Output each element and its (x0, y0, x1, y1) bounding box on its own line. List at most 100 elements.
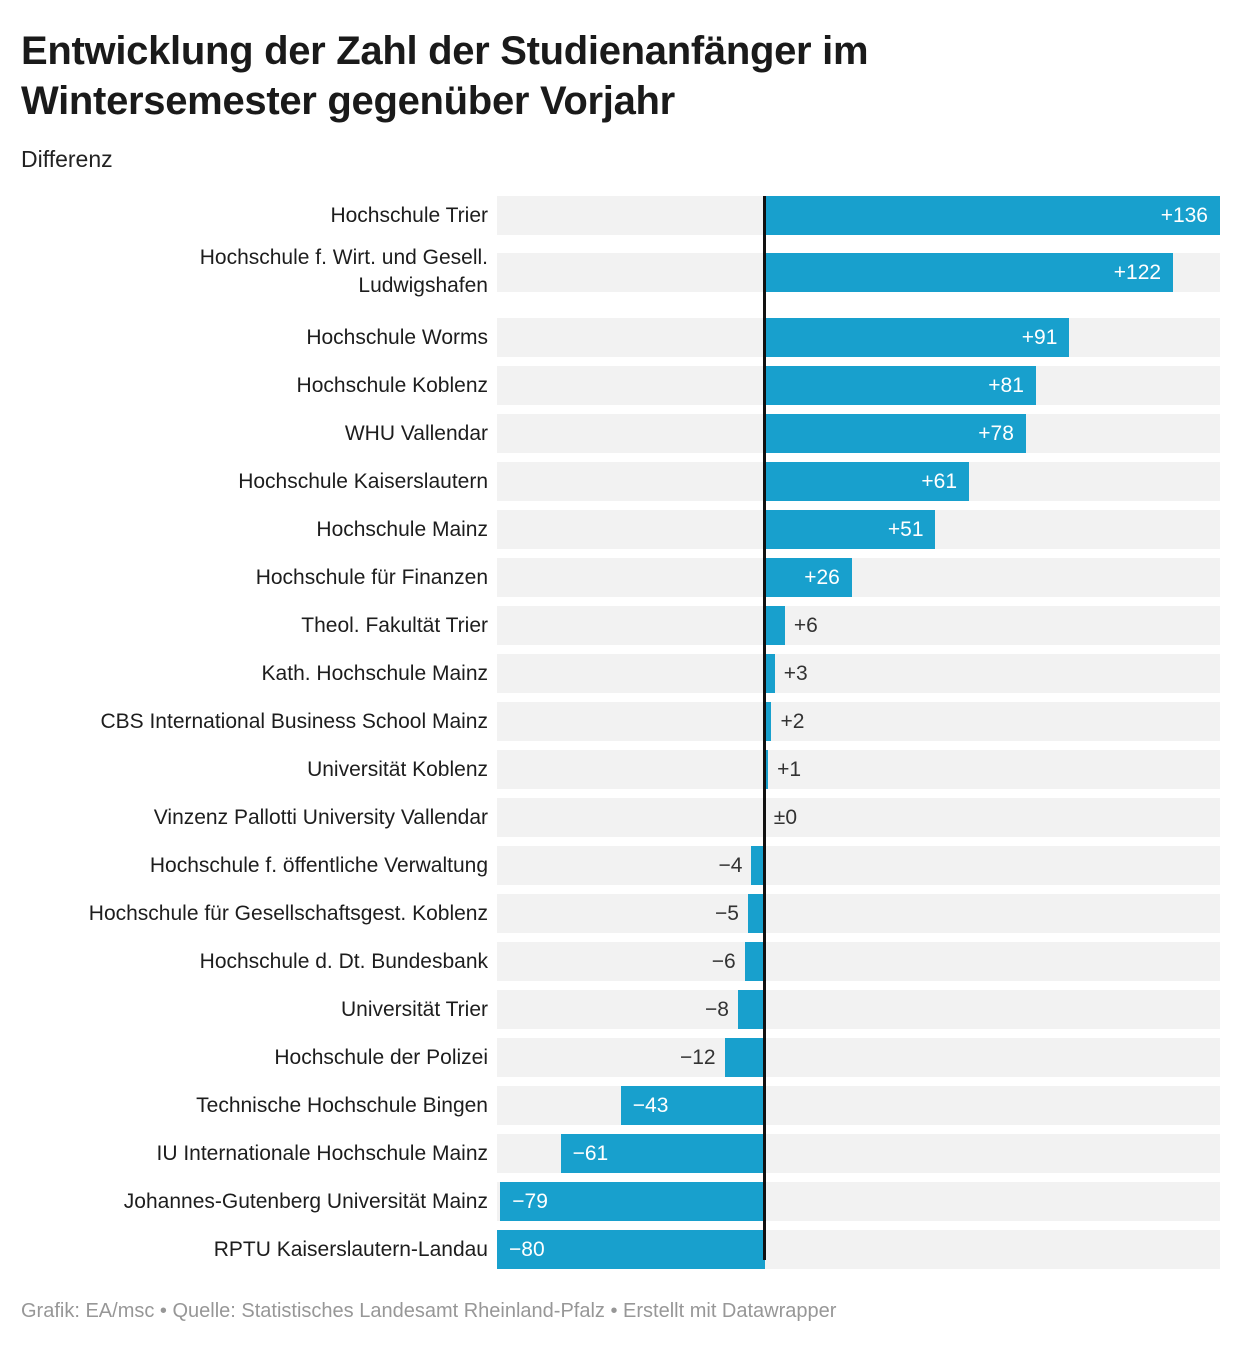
bar-track: +61 (497, 462, 1220, 501)
row-label: Hochschule Worms (306, 325, 488, 349)
bar-track: +122 (497, 252, 1220, 292)
bar-track: +91 (497, 318, 1220, 357)
value-label: +1 (777, 758, 802, 781)
bar-track: −12 (497, 1038, 1220, 1077)
value-label: −80 (509, 1238, 545, 1261)
chart-row: Hochschule f. öffentliche Verwaltung −4 (21, 846, 1220, 885)
value-label: +136 (1160, 204, 1208, 227)
chart-row: IU Internationale Hochschule Mainz −61 (21, 1134, 1220, 1173)
bar-track: −5 (497, 894, 1220, 933)
footer-credits: Grafik: EA/msc • Quelle: Statistisches L… (21, 1300, 837, 1322)
value-label: −5 (715, 902, 739, 925)
value-label: −43 (632, 1094, 669, 1117)
chart-row: Vinzenz Pallotti University Vallendar ±0 (21, 798, 1220, 837)
bar (497, 1230, 765, 1269)
bar (764, 510, 936, 549)
chart-row: WHU Vallendar +78 (21, 414, 1220, 453)
chart-row: Hochschule Kaiserslautern +61 (21, 462, 1220, 501)
bar-track: +26 (497, 558, 1220, 597)
row-label: Technische Hochschule Bingen (196, 1093, 488, 1117)
bar (764, 414, 1026, 453)
row-label: Hochschule der Polizei (274, 1045, 488, 1069)
row-label: Hochschule d. Dt. Bundesbank (199, 949, 488, 973)
row-label: Hochschule f. Wirt. und Gesell. Ludwigsh… (199, 246, 488, 297)
row-label: WHU Vallendar (344, 421, 488, 445)
value-label: +78 (978, 422, 1014, 445)
value-label: −6 (711, 950, 736, 973)
value-label: +6 (793, 614, 818, 637)
bar (738, 990, 765, 1029)
bar (764, 462, 969, 501)
value-label: +3 (783, 662, 808, 685)
row-label: Universität Trier (340, 997, 488, 1021)
bar (751, 846, 765, 885)
bar (764, 252, 1174, 292)
chart-row: Hochschule f. Wirt. und Gesell. Ludwigsh… (21, 244, 1220, 300)
bar (764, 196, 1220, 235)
bar (560, 1134, 765, 1173)
bar-track: +2 (497, 702, 1220, 741)
bar-track: +3 (497, 654, 1220, 693)
value-label: +81 (988, 374, 1024, 397)
value-label: +122 (1113, 260, 1162, 284)
chart-row: CBS International Business School Mainz +… (21, 702, 1220, 741)
chart-subtitle: Differenz (21, 146, 113, 172)
row-label: IU Internationale Hochschule Mainz (156, 1141, 488, 1165)
bar-track: −61 (497, 1134, 1220, 1173)
chart-row: Hochschule Koblenz +81 (21, 366, 1220, 405)
chart-row: Hochschule Trier +136 (21, 196, 1220, 235)
bar-track: +1 (497, 750, 1220, 789)
row-label: Theol. Fakultät Trier (301, 613, 488, 637)
bar-track: +78 (497, 414, 1220, 453)
bar (764, 558, 852, 597)
bar (620, 1086, 765, 1125)
bar (744, 942, 765, 981)
chart-row: Theol. Fakultät Trier +6 (21, 606, 1220, 645)
bar-track: −80 (497, 1230, 1220, 1269)
chart-row: Universität Trier −8 (21, 990, 1220, 1029)
bar (724, 1038, 765, 1077)
chart-row: Johannes-Gutenberg Universität Mainz −79 (21, 1182, 1220, 1221)
value-label: +51 (887, 518, 924, 541)
page-title: Entwicklung der Zahl der Studienanfänger… (21, 29, 869, 123)
value-label: −4 (718, 854, 743, 877)
value-label: −8 (705, 998, 729, 1021)
chart-row: Hochschule Worms +91 (21, 318, 1220, 357)
value-label: +91 (1021, 326, 1058, 349)
bar-track: −43 (497, 1086, 1220, 1125)
value-label: −61 (572, 1142, 609, 1165)
bar-track: +6 (497, 606, 1220, 645)
value-label: +26 (804, 566, 840, 589)
bar (500, 1182, 765, 1221)
bar-track: −6 (497, 942, 1220, 981)
value-label: ±0 (773, 806, 798, 829)
chart-row: Hochschule der Polizei −12 (21, 1038, 1220, 1077)
bar-chart: Hochschule Trier +136 Hochschule f. Wirt. … (21, 196, 1220, 1269)
value-label: −12 (679, 1046, 716, 1069)
row-label: Hochschule für Gesellschaftsgest. Koblen… (88, 901, 488, 925)
bar (764, 702, 772, 741)
bar (764, 750, 769, 789)
bar (764, 654, 775, 693)
bar (748, 894, 765, 933)
bar (764, 366, 1036, 405)
value-label: +2 (780, 710, 805, 733)
row-label: Hochschule Mainz (316, 517, 488, 541)
bar-track: ±0 (497, 798, 1220, 837)
chart-row: Hochschule für Gesellschaftsgest. Koblen… (21, 894, 1220, 933)
row-label: Johannes-Gutenberg Universität Mainz (123, 1189, 488, 1213)
chart-row: Kath. Hochschule Mainz +3 (21, 654, 1220, 693)
row-label: Hochschule für Finanzen (255, 565, 488, 589)
chart-row: RPTU Kaiserslautern-Landau −80 (21, 1230, 1220, 1269)
bar-track: +51 (497, 510, 1220, 549)
bar-track: −79 (497, 1182, 1220, 1221)
chart-row: Technische Hochschule Bingen −43 (21, 1086, 1220, 1125)
chart-row: Hochschule d. Dt. Bundesbank −6 (21, 942, 1220, 981)
chart-row: Hochschule für Finanzen +26 (21, 558, 1220, 597)
row-label: Hochschule Koblenz (296, 373, 488, 397)
bar-track: +81 (497, 366, 1220, 405)
bar (764, 606, 785, 645)
row-label: CBS International Business School Mainz (100, 709, 488, 733)
bar-track: −4 (497, 846, 1220, 885)
row-label: Vinzenz Pallotti University Vallendar (153, 805, 488, 829)
